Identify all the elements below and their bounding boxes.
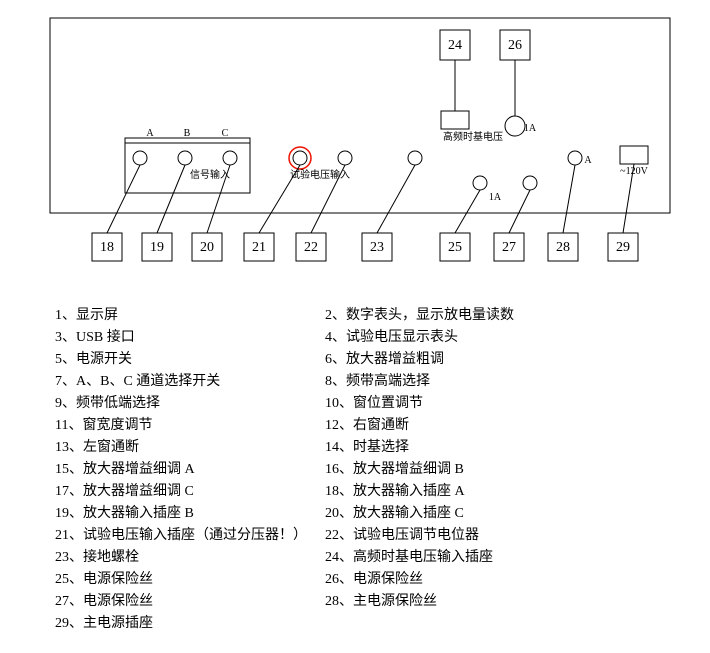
- knob-19: [178, 151, 192, 165]
- label-1a-bot: 1A: [489, 192, 502, 203]
- legend-right: 22、试验电压调节电位器: [325, 525, 595, 547]
- leader-27: [509, 190, 530, 233]
- legend-row: 19、放大器输入插座 B20、放大器输入插座 C: [55, 503, 655, 525]
- legend-row: 9、频带低端选择10、窗位置调节: [55, 393, 655, 415]
- legend-left: 25、电源保险丝: [55, 569, 325, 591]
- legend-row: 1、显示屏2、数字表头，显示放电量读数: [55, 305, 655, 327]
- legend-row: 25、电源保险丝26、电源保险丝: [55, 569, 655, 591]
- svg-text:28: 28: [556, 240, 570, 255]
- legend-right: 28、主电源保险丝: [325, 591, 595, 613]
- legend-row: 11、窗宽度调节12、右窗通断: [55, 415, 655, 437]
- leader-28: [563, 165, 575, 233]
- knob-26: [505, 116, 525, 136]
- legend-left: 9、频带低端选择: [55, 393, 325, 415]
- knob-25: [473, 176, 487, 190]
- legend-left: 1、显示屏: [55, 305, 325, 327]
- legend-row: 21、试验电压输入插座（通过分压器！）22、试验电压调节电位器: [55, 525, 655, 547]
- legend-left: 15、放大器增益细调 A: [55, 459, 325, 481]
- letter-a: A: [146, 128, 154, 139]
- freq-caption: 高频时基电压: [443, 130, 503, 143]
- socket-caption: ~120V: [620, 166, 648, 177]
- svg-text:18: 18: [100, 240, 114, 255]
- legend-right: 12、右窗通断: [325, 415, 595, 437]
- legend-row: 17、放大器增益细调 C18、放大器输入插座 A: [55, 481, 655, 503]
- letter-c: C: [222, 128, 229, 139]
- legend-right: [325, 613, 595, 635]
- svg-text:27: 27: [502, 240, 516, 255]
- socket-box: [620, 146, 648, 164]
- legend-left: 21、试验电压输入插座（通过分压器！）: [55, 525, 325, 547]
- legend-row: 15、放大器增益细调 A16、放大器增益细调 B: [55, 459, 655, 481]
- knob-21: [293, 151, 307, 165]
- legend-right: 24、高频时基电压输入插座: [325, 547, 595, 569]
- legend-left: 23、接地螺栓: [55, 547, 325, 569]
- legend-right: 8、频带高端选择: [325, 371, 595, 393]
- legend-left: 29、主电源插座: [55, 613, 325, 635]
- top-box-24-num: 24: [448, 38, 462, 53]
- knob-18: [133, 151, 147, 165]
- legend-row: 5、电源开关6、放大器增益粗调: [55, 349, 655, 371]
- legend-row: 7、A、B、C 通道选择开关8、频带高端选择: [55, 371, 655, 393]
- legend: 1、显示屏2、数字表头，显示放电量读数3、USB 接口4、试验电压显示表头5、电…: [55, 305, 655, 635]
- legend-left: 11、窗宽度调节: [55, 415, 325, 437]
- legend-right: 18、放大器输入插座 A: [325, 481, 595, 503]
- panel-diagram: 24 26 高频时基电压 1A A B C 信号输入 试验电压输入 1A A ~…: [20, 8, 700, 278]
- svg-text:29: 29: [616, 240, 630, 255]
- svg-text:19: 19: [150, 240, 164, 255]
- legend-left: 19、放大器输入插座 B: [55, 503, 325, 525]
- legend-row: 29、主电源插座: [55, 613, 655, 635]
- svg-text:21: 21: [252, 240, 266, 255]
- leader-21: [259, 165, 300, 233]
- leader-23: [377, 165, 415, 233]
- bottom-labels: 18 19 20 21 22 23 25 27 28 29: [92, 233, 638, 261]
- mid-caption: 试验电压输入: [290, 168, 350, 181]
- legend-row: 3、USB 接口4、试验电压显示表头: [55, 327, 655, 349]
- svg-text:22: 22: [304, 240, 318, 255]
- legend-row: 27、电源保险丝28、主电源保险丝: [55, 591, 655, 613]
- knob-23: [408, 151, 422, 165]
- legend-left: 3、USB 接口: [55, 327, 325, 349]
- knob-22: [338, 151, 352, 165]
- leader-25: [455, 190, 480, 233]
- legend-right: 16、放大器增益细调 B: [325, 459, 595, 481]
- freq-box: [441, 111, 469, 129]
- legend-right: 26、电源保险丝: [325, 569, 595, 591]
- knob-28: [568, 151, 582, 165]
- leader-19: [157, 165, 185, 233]
- panel-outline: [50, 18, 670, 213]
- top-box-26-num: 26: [508, 38, 522, 53]
- legend-left: 27、电源保险丝: [55, 591, 325, 613]
- legend-right: 20、放大器输入插座 C: [325, 503, 595, 525]
- legend-left: 5、电源开关: [55, 349, 325, 371]
- knob-20: [223, 151, 237, 165]
- legend-left: 13、左窗通断: [55, 437, 325, 459]
- svg-text:20: 20: [200, 240, 214, 255]
- svg-text:25: 25: [448, 240, 462, 255]
- label-a: A: [584, 155, 592, 166]
- legend-right: 4、试验电压显示表头: [325, 327, 595, 349]
- legend-right: 2、数字表头，显示放电量读数: [325, 305, 595, 327]
- letter-b: B: [184, 128, 191, 139]
- legend-row: 13、左窗通断14、时基选择: [55, 437, 655, 459]
- legend-left: 7、A、B、C 通道选择开关: [55, 371, 325, 393]
- legend-right: 10、窗位置调节: [325, 393, 595, 415]
- svg-text:23: 23: [370, 240, 384, 255]
- legend-right: 6、放大器增益粗调: [325, 349, 595, 371]
- abc-box: [125, 143, 250, 193]
- leader-18: [107, 165, 140, 233]
- legend-row: 23、接地螺栓24、高频时基电压输入插座: [55, 547, 655, 569]
- label-1a-top: 1A: [524, 123, 537, 134]
- legend-right: 14、时基选择: [325, 437, 595, 459]
- abc-caption: 信号输入: [190, 168, 230, 181]
- knob-27: [523, 176, 537, 190]
- legend-left: 17、放大器增益细调 C: [55, 481, 325, 503]
